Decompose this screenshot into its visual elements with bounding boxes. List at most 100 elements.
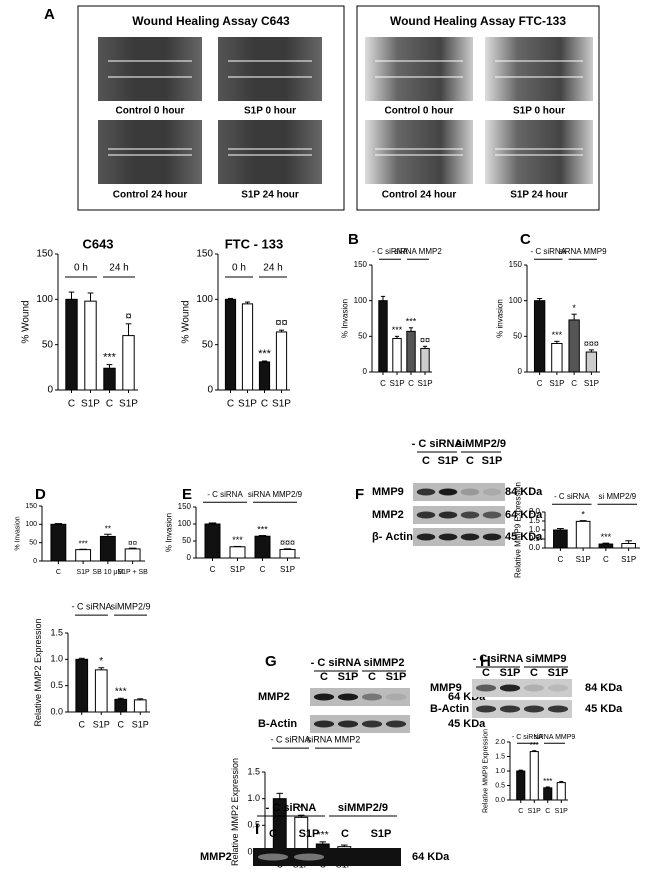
row-label: MMP9 — [430, 682, 462, 694]
x-tick-label: C — [380, 379, 386, 388]
chart-title: C643 — [82, 236, 113, 251]
group-label: - C siRNA — [72, 601, 112, 611]
bar — [75, 549, 92, 562]
panel-letter: B — [348, 231, 359, 248]
row-label: B-Actin — [258, 718, 297, 730]
y-tick-label: 0 — [518, 367, 523, 376]
bar — [585, 351, 598, 373]
caption: S1P 24 hour — [241, 190, 299, 201]
band — [438, 533, 458, 541]
x-tick-label: S1P — [132, 719, 149, 729]
group-label: siRNA MMP9 — [534, 734, 576, 741]
y-axis-label: Relative MMP9 Expression — [483, 729, 490, 813]
micrograph — [485, 37, 593, 101]
bar — [224, 298, 237, 391]
bar — [75, 658, 89, 713]
x-tick-label: C — [408, 379, 414, 388]
bar — [229, 546, 246, 559]
size-label: 45 KDa — [585, 703, 623, 715]
lane-label: C — [530, 667, 538, 679]
lane-label: C — [422, 455, 430, 467]
caption: Control 0 hour — [385, 106, 454, 117]
micrograph — [98, 120, 202, 184]
group-label: siRNA MMP9 — [559, 247, 607, 256]
micrograph — [218, 37, 322, 101]
x-tick-label: C — [68, 399, 75, 410]
band — [547, 705, 569, 713]
bar — [122, 335, 135, 391]
y-tick-label: 50 — [42, 339, 54, 350]
group-label: - C siRNA — [554, 492, 590, 501]
bar — [378, 300, 388, 373]
chart-title: FTC - 133 — [225, 236, 284, 251]
blot-group-label: siMMP2 — [364, 657, 405, 669]
x-tick-label: C — [106, 399, 113, 410]
bar — [204, 523, 221, 559]
lane-label: S1P — [338, 671, 359, 683]
group-label: siRNA MMP2/9 — [248, 490, 303, 499]
panel-letter: G — [265, 653, 277, 670]
group-label: 0 h — [74, 263, 88, 274]
box-title: Wound Healing Assay FTC-133 — [390, 14, 566, 28]
significance: * — [99, 656, 103, 667]
x-tick-label: S1P — [576, 555, 591, 564]
group-label: 0 h — [232, 263, 246, 274]
band — [460, 488, 480, 496]
group-label: siMMP2/9 — [110, 601, 150, 611]
bar — [99, 535, 116, 562]
bar — [543, 787, 553, 801]
significance: *** — [530, 741, 539, 750]
size-label: 84 KDa — [505, 486, 543, 498]
y-tick-label: 150 — [178, 502, 192, 511]
y-tick-label: 50 — [513, 331, 522, 340]
group-label: 24 h — [109, 263, 128, 274]
y-tick-label: 150 — [25, 503, 37, 510]
y-tick-label: 1.0 — [50, 654, 63, 664]
significance: ¤¤ — [128, 538, 137, 547]
y-tick-label: 0.0 — [529, 543, 541, 552]
blot-group-label: siMMP9 — [526, 653, 567, 665]
group-label: - C siRNA — [271, 734, 311, 744]
x-tick-label: C — [261, 399, 268, 410]
y-tick-label: 2.0 — [529, 507, 541, 516]
panel-letter: H — [480, 653, 491, 670]
x-tick-label: S1P + SB — [117, 569, 148, 576]
bar — [258, 361, 271, 391]
caption: S1P 24 hour — [510, 190, 568, 201]
group-label: 24 h — [263, 263, 282, 274]
blot-strip — [413, 528, 505, 546]
x-tick-label: C — [227, 399, 234, 410]
lane-label: C — [482, 667, 490, 679]
x-tick-label: S1P — [77, 569, 91, 576]
band — [313, 720, 335, 728]
size-label: 64 KDa — [505, 509, 543, 521]
y-tick-label: 100 — [25, 521, 37, 528]
size-label: 64 KDa — [412, 851, 450, 863]
band — [460, 533, 480, 541]
y-tick-label: 0.5 — [495, 782, 505, 789]
bar — [551, 342, 563, 373]
significance: * — [581, 509, 585, 519]
band — [523, 684, 545, 692]
y-tick-label: 1.5 — [247, 766, 260, 776]
y-axis-label: % Invasion — [340, 299, 349, 338]
row-label: MMP9 — [372, 486, 404, 498]
x-tick-label: C — [518, 808, 523, 815]
y-tick-label: 100 — [196, 294, 213, 305]
bar — [533, 300, 546, 373]
band — [460, 511, 480, 519]
y-tick-label: 150 — [36, 249, 53, 260]
y-axis-label: % Invasion — [164, 513, 173, 552]
lane-label: C — [466, 455, 474, 467]
significance: *** — [257, 524, 268, 534]
blot-strip — [413, 506, 505, 524]
significance: *** — [258, 348, 272, 360]
bar — [84, 300, 97, 391]
lane-label: C — [320, 671, 328, 683]
x-tick-label: S1P — [389, 379, 404, 388]
y-tick-label: 0 — [33, 558, 37, 565]
lane-label: S1P — [438, 455, 459, 467]
band — [482, 511, 502, 519]
blot-strip — [310, 688, 410, 706]
significance: ¤¤¤ — [280, 538, 295, 548]
